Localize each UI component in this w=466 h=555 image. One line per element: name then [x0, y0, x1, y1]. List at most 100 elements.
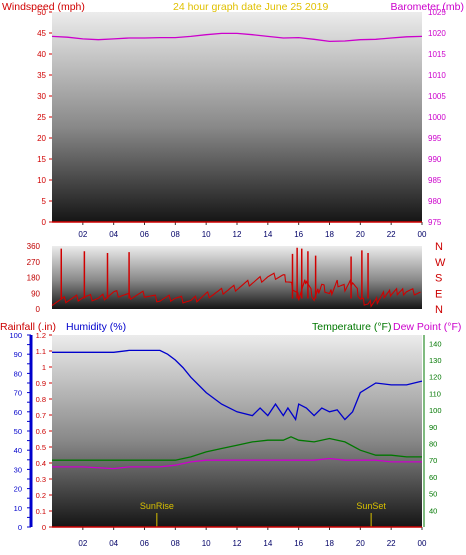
temperature-tick-label: 80 [429, 440, 437, 449]
x-tick-label: 18 [325, 230, 334, 239]
x-tick-label: 04 [109, 539, 118, 548]
compass-label: S [435, 273, 442, 285]
barometer-tick-label: 975 [428, 218, 442, 227]
x-tick-label: 12 [233, 230, 242, 239]
temperature-tick-label: 60 [429, 473, 437, 482]
humidity-tick-label: 30 [14, 465, 22, 474]
x-tick-label: 22 [387, 539, 396, 548]
barometer-tick-label: 1015 [428, 50, 446, 59]
rainfall-axis-label: Rainfall (.in) [0, 321, 56, 333]
temperature-line [52, 436, 422, 461]
direction-tick-label: 360 [27, 242, 41, 251]
compass-label: N [435, 241, 443, 253]
x-tick-label: 10 [202, 230, 211, 239]
temperature-tick-label: 40 [429, 506, 437, 515]
temperature-tick-label: 90 [429, 423, 437, 432]
humidity-temperature-panel: Rainfall (.in) Humidity (%) Temperature … [0, 321, 461, 548]
rainfall-tick-label: 0.7 [36, 411, 46, 420]
humidity-temperature-series: SunRise SunSet [52, 349, 423, 528]
humidity-tick-label: 70 [14, 389, 22, 398]
rainfall-tick-label: 1.1 [36, 347, 46, 356]
windspeed-tick-label: 5 [42, 197, 47, 206]
x-tick-label: 06 [140, 230, 149, 239]
x-tick-label: 08 [171, 539, 180, 548]
temperature-axis-ticks: 140 130 120 110 100 90 80 70 60 50 40 [423, 335, 442, 527]
barometer-tick-label: 985 [428, 176, 442, 185]
compass-label: E [435, 288, 442, 300]
barometer-tick-label: 1020 [428, 29, 446, 38]
x-tick-label: 08 [171, 230, 180, 239]
direction-tick-label: 270 [27, 258, 41, 267]
rainfall-axis-ticks: 1.2 1.1 1 0.9 0.8 0.7 0.6 0.5 0.4 0.3 0.2 0.1 0 [36, 331, 52, 532]
x-tick-label: 00 [418, 539, 427, 548]
temperature-tick-label: 100 [429, 406, 442, 415]
temperature-tick-label: 120 [429, 373, 442, 382]
x-tick-label: 02 [78, 230, 87, 239]
plot-area-bottom [52, 335, 422, 527]
time-axis-ticks: 02 04 06 08 10 12 14 16 18 20 22 00 [78, 222, 427, 239]
wind-direction-series [51, 247, 421, 308]
temperature-tick-label: 50 [429, 490, 437, 499]
wind-direction-trace [51, 272, 421, 308]
rainfall-tick-label: 0.6 [36, 427, 46, 436]
x-tick-label: 12 [233, 539, 242, 548]
direction-degree-ticks: 360 270 180 90 0 [27, 242, 41, 314]
humidity-tick-label: 60 [14, 408, 22, 417]
barometer-tick-label: 990 [428, 155, 442, 164]
windspeed-tick-label: 50 [37, 8, 46, 17]
windspeed-axis-label: Windspeed (mph) [2, 1, 85, 13]
windspeed-tick-label: 40 [37, 50, 46, 59]
x-tick-label: 16 [294, 539, 303, 548]
wind-barometer-series [51, 32, 423, 223]
barometer-tick-label: 1005 [428, 92, 446, 101]
time-axis-ticks-bottom: 02 04 06 08 10 12 14 16 18 20 22 00 [78, 527, 427, 548]
humidity-tick-label: 40 [14, 446, 22, 455]
humidity-tick-label: 0 [18, 523, 22, 532]
rainfall-tick-label: 0.9 [36, 379, 46, 388]
temperature-tick-label: 110 [429, 389, 441, 398]
chart-title: 24 hour graph date June 25 2019 [173, 1, 328, 13]
direction-tick-label: 180 [27, 274, 41, 283]
humidity-tick-label: 80 [14, 369, 22, 378]
x-tick-label: 22 [387, 230, 396, 239]
compass-label: N [435, 304, 443, 316]
rainfall-tick-label: 1 [42, 363, 46, 372]
windspeed-tick-label: 10 [37, 176, 46, 185]
windspeed-tick-label: 25 [37, 113, 46, 122]
direction-tick-label: 90 [31, 289, 40, 298]
x-tick-label: 20 [356, 539, 365, 548]
barometer-tick-label: 1025 [428, 8, 446, 17]
wind-barometer-panel: Windspeed (mph) 24 hour graph date June … [2, 1, 464, 239]
rainfall-tick-label: 0.8 [36, 395, 46, 404]
x-tick-label: 20 [356, 230, 365, 239]
x-tick-label: 06 [140, 539, 149, 548]
barometer-tick-label: 1010 [428, 71, 446, 80]
windspeed-tick-label: 45 [37, 29, 46, 38]
x-tick-label: 18 [325, 539, 334, 548]
x-tick-label: 14 [263, 230, 272, 239]
humidity-axis-label: Humidity (%) [66, 321, 126, 333]
x-tick-label: 14 [263, 539, 272, 548]
plot-area-top [52, 12, 422, 222]
x-tick-label: 02 [78, 539, 87, 548]
x-tick-label: 10 [202, 539, 211, 548]
humidity-tick-label: 10 [14, 504, 22, 513]
humidity-tick-label: 50 [14, 427, 22, 436]
barometer-axis-ticks: 1025 1020 1015 1010 1005 1000 995 990 985 980 975 [428, 8, 446, 227]
barometer-tick-label: 1000 [428, 113, 446, 122]
rainfall-tick-label: 0.3 [36, 475, 46, 484]
dewpoint-axis-label: Dew Point (°F) [393, 321, 461, 333]
rainfall-tick-label: 0.2 [36, 491, 46, 500]
humidity-line [52, 349, 423, 422]
temperature-tick-label: 70 [429, 456, 437, 465]
rainfall-tick-label: 0.4 [36, 459, 46, 468]
barometer-line [51, 32, 423, 43]
humidity-tick-label: 20 [14, 485, 22, 494]
temperature-axis-label: Temperature (°F) [312, 321, 391, 333]
barometer-tick-label: 995 [428, 134, 442, 143]
temperature-tick-label: 130 [429, 356, 442, 365]
temperature-tick-label: 140 [429, 339, 442, 348]
x-tick-label: 00 [418, 230, 427, 239]
